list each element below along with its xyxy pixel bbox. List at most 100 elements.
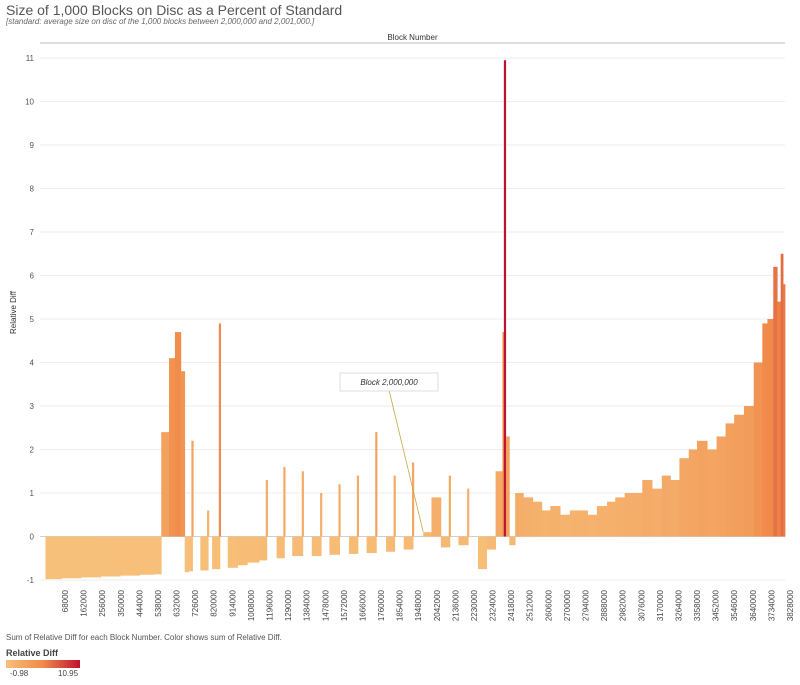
data-bar: [366, 536, 377, 554]
x-tick-label: 1384000: [303, 589, 312, 621]
legend-max-label: 10.95: [58, 669, 79, 678]
data-bar: [486, 536, 497, 550]
x-tick-label: 1196000: [265, 589, 274, 620]
x-tick-label: 68000: [61, 589, 70, 612]
data-bar: [633, 493, 643, 537]
data-bar: [191, 440, 194, 537]
y-tick-label: 3: [30, 402, 35, 411]
x-tick-label: 444000: [135, 589, 144, 616]
data-bar: [169, 358, 176, 537]
data-bar: [578, 510, 588, 537]
data-bar: [100, 536, 121, 577]
data-bar: [411, 462, 415, 537]
data-bar: [515, 493, 524, 537]
data-bar: [161, 432, 170, 537]
x-tick-label: 2794000: [582, 589, 591, 621]
data-bar: [184, 536, 190, 573]
data-bar: [734, 414, 745, 537]
x-tick-label: 914000: [228, 589, 237, 616]
data-bar: [478, 536, 488, 570]
data-bar: [375, 432, 378, 537]
data-bar: [783, 284, 786, 537]
x-axis-title: Block Number: [387, 33, 438, 42]
x-tick-label: 3546000: [730, 589, 739, 621]
x-tick-label: 2418000: [507, 589, 516, 621]
annotation-label: Block 2,000,000: [360, 378, 418, 387]
data-bar: [120, 536, 141, 576]
x-tick-label: 2042000: [433, 589, 442, 621]
x-tick-label: 2982000: [619, 589, 628, 621]
data-bar: [624, 493, 635, 537]
data-bar: [777, 301, 782, 537]
data-bar: [174, 332, 182, 537]
data-bar: [237, 536, 248, 566]
data-bar: [587, 514, 598, 537]
data-bar: [61, 536, 82, 579]
y-tick-label: 6: [30, 272, 35, 281]
y-axis-title: Relative Diff: [9, 290, 18, 334]
data-bar: [743, 406, 755, 537]
y-tick-label: 11: [26, 54, 35, 63]
data-bar: [386, 536, 396, 552]
data-bar: [227, 536, 238, 568]
x-tick-label: 350000: [117, 589, 126, 616]
chart-footnote: Sum of Relative Diff for each Block Numb…: [6, 633, 282, 642]
data-bar: [688, 449, 698, 537]
data-bar: [276, 536, 285, 559]
data-bar: [188, 536, 193, 572]
data-bar: [467, 488, 470, 537]
data-bar: [541, 510, 551, 537]
data-bar: [393, 475, 396, 537]
y-tick-label: 9: [30, 141, 35, 150]
data-bar: [153, 536, 162, 575]
data-bar: [716, 436, 726, 537]
x-tick-label: 1666000: [358, 589, 367, 621]
data-bar: [440, 536, 451, 548]
data-bar: [458, 536, 469, 546]
data-bar: [607, 501, 616, 537]
data-bar: [523, 497, 534, 537]
chart-subtitle: [standard: average size on disc of the 1…: [6, 17, 315, 26]
bar-chart: Block Number -1 0 1 2 3 4 5 6 7 8 9 10 11 Relative Dif…: [9, 33, 795, 621]
data-bar: [212, 536, 221, 570]
data-bar: [180, 371, 186, 537]
y-tick-label: 0: [30, 533, 35, 542]
data-bar: [338, 484, 341, 537]
annotation-leader-line: [388, 389, 424, 533]
data-bar: [773, 266, 778, 537]
data-bar: [503, 60, 507, 537]
data-bar: [311, 536, 322, 557]
data-bar: [550, 506, 561, 537]
chart-title: Size of 1,000 Blocks on Disc as a Percen…: [6, 2, 343, 18]
data-bar: [652, 488, 663, 537]
y-tick-label: 8: [30, 185, 35, 194]
data-bar: [679, 458, 690, 537]
x-tick-label: 538000: [154, 589, 163, 616]
data-bar: [560, 514, 571, 537]
y-tick-label: -1: [27, 576, 35, 585]
data-bar: [423, 532, 432, 537]
data-bar: [431, 497, 442, 537]
x-tick-label: 2700000: [563, 589, 572, 621]
x-tick-label: 632000: [173, 589, 182, 616]
data-bar: [661, 475, 671, 537]
data-bar: [448, 475, 451, 537]
data-bar: [283, 466, 286, 537]
data-bar: [532, 501, 543, 537]
x-tick-label: 3828000: [786, 589, 795, 621]
y-tick-label: 4: [30, 359, 35, 368]
legend-min-label: -0.98: [10, 669, 29, 678]
data-bar: [329, 536, 340, 555]
data-bar: [247, 536, 260, 563]
x-tick-label: 2606000: [544, 589, 553, 621]
y-tick-label: 5: [30, 315, 35, 324]
data-bar: [697, 440, 708, 537]
y-tick-label: 1: [30, 489, 35, 498]
x-tick-label: 1760000: [377, 589, 386, 621]
data-bar: [301, 471, 304, 537]
data-bar: [218, 323, 221, 537]
data-bar: [265, 479, 268, 537]
data-bar: [81, 536, 102, 578]
x-tick-label: 1290000: [284, 589, 293, 621]
data-bar: [356, 475, 360, 537]
